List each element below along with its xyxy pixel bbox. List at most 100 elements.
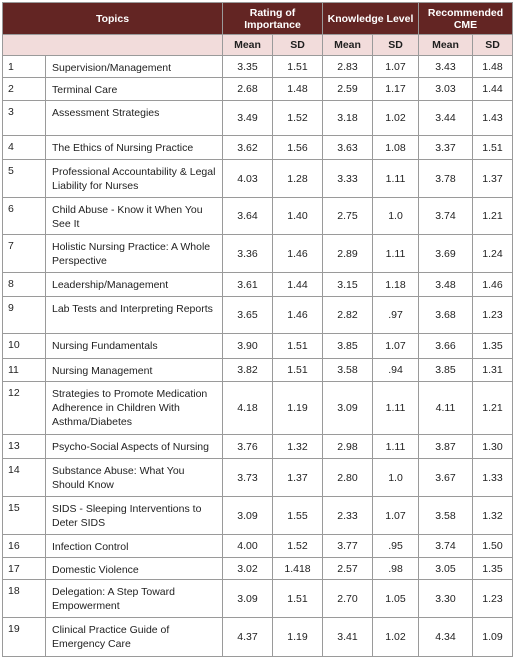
row-number: 16	[2, 534, 46, 558]
value-cell: 1.28	[271, 159, 324, 198]
value-cell: 3.66	[418, 333, 474, 359]
value-cell: 2.59	[322, 77, 374, 101]
value-cell: 3.15	[322, 272, 374, 297]
topic-cell: Leadership/Management	[45, 272, 223, 297]
group-header: Rating of Importance	[221, 2, 324, 35]
value-cell: 3.49	[222, 100, 273, 136]
value-cell: 4.18	[222, 381, 273, 435]
value-cell: 1.418	[271, 557, 324, 580]
topic-cell: Professional Accountability & Legal Liab…	[45, 159, 223, 198]
value-cell: 1.55	[271, 496, 324, 535]
value-cell: 1.0	[372, 458, 420, 497]
sub-header-row: Mean SD Mean SD Mean SD	[2, 34, 514, 56]
value-cell: 3.43	[418, 55, 474, 78]
value-cell: 1.48	[271, 77, 324, 101]
value-cell: 1.21	[472, 197, 514, 235]
table-row: 14 Substance Abuse: What You Should Know 3…	[2, 458, 514, 497]
value-cell: 1.07	[372, 333, 420, 359]
value-cell: 1.09	[472, 617, 514, 657]
row-number: 15	[2, 496, 46, 535]
row-number: 19	[2, 617, 46, 657]
value-cell: 1.30	[472, 434, 514, 459]
value-cell: 1.51	[271, 333, 324, 359]
value-cell: 3.37	[418, 135, 474, 160]
value-cell: 3.62	[222, 135, 273, 160]
row-number: 10	[2, 333, 46, 359]
value-cell: 1.08	[372, 135, 420, 160]
topic-cell: Strategies to Promote Medication Adheren…	[45, 381, 223, 435]
value-cell: 1.37	[472, 159, 514, 198]
topic-cell: Terminal Care	[45, 77, 223, 101]
value-cell: 3.09	[322, 381, 374, 435]
value-cell: 4.03	[222, 159, 273, 198]
value-cell: 1.56	[271, 135, 324, 160]
value-cell: 1.07	[372, 55, 420, 78]
value-cell: 3.44	[418, 100, 474, 136]
table-row: 6 Child Abuse - Know it When You See It 3.…	[2, 197, 514, 235]
table-row: 19 Clinical Practice Guide of Emergency C…	[2, 617, 514, 657]
value-cell: 1.24	[472, 234, 514, 273]
value-cell: 1.19	[271, 617, 324, 657]
value-cell: 1.11	[372, 381, 420, 435]
row-number: 5	[2, 159, 46, 198]
value-cell: 3.69	[418, 234, 474, 273]
table-row: 9 Lab Tests and Interpreting Reports 3.65 1…	[2, 296, 514, 334]
value-cell: 2.75	[322, 197, 374, 235]
table-row: 15 SIDS - Sleeping Interventions to Deter…	[2, 496, 514, 535]
topic-cell: Holistic Nursing Practice: A Whole Persp…	[45, 234, 223, 273]
table-row: 2 Terminal Care 2.68 1.48 2.59 1.17 3.03 1.44	[2, 77, 514, 101]
value-cell: 3.73	[222, 458, 273, 497]
value-cell: 3.36	[222, 234, 273, 273]
value-cell: 3.90	[222, 333, 273, 359]
row-number: 9	[2, 296, 46, 334]
sub-header: Mean	[222, 34, 273, 56]
value-cell: 2.89	[322, 234, 374, 273]
value-cell: 3.33	[322, 159, 374, 198]
row-number: 6	[2, 197, 46, 235]
value-cell: 3.05	[418, 557, 474, 580]
row-number: 11	[2, 358, 46, 382]
value-cell: 4.00	[222, 534, 273, 558]
value-cell: 1.18	[372, 272, 420, 297]
value-cell: 3.67	[418, 458, 474, 497]
value-cell: 3.64	[222, 197, 273, 235]
table-row: 7 Holistic Nursing Practice: A Whole Pers…	[2, 234, 514, 273]
value-cell: 2.83	[322, 55, 374, 78]
value-cell: 2.82	[322, 296, 374, 334]
value-cell: 3.76	[222, 434, 273, 459]
value-cell: 3.63	[322, 135, 374, 160]
value-cell: 1.05	[372, 579, 420, 618]
row-number: 1	[2, 55, 46, 78]
table-row: 12 Strategies to Promote Medication Adher…	[2, 381, 514, 435]
table-row: 4 The Ethics of Nursing Practice 3.62 1.56 3…	[2, 135, 514, 160]
row-number: 13	[2, 434, 46, 459]
topic-cell: Nursing Fundamentals	[45, 333, 223, 359]
topic-cell: Child Abuse - Know it When You See It	[45, 197, 223, 235]
table-row: 8 Leadership/Management 3.61 1.44 3.15 1.18 3.…	[2, 272, 514, 297]
sub-header: Mean	[418, 34, 474, 56]
table-row: 5 Professional Accountability & Legal Lia…	[2, 159, 514, 198]
topic-cell: Infection Control	[45, 534, 223, 558]
table-body: 1 Supervision/Management 3.35 1.51 2.83 1.07 3…	[2, 55, 514, 657]
table-row: 1 Supervision/Management 3.35 1.51 2.83 1.07 3…	[2, 55, 514, 78]
topic-cell: The Ethics of Nursing Practice	[45, 135, 223, 160]
value-cell: 1.51	[271, 358, 324, 382]
value-cell: 2.70	[322, 579, 374, 618]
value-cell: 3.85	[418, 358, 474, 382]
value-cell: 1.46	[271, 234, 324, 273]
value-cell: 3.02	[222, 557, 273, 580]
value-cell: 4.11	[418, 381, 474, 435]
value-cell: 1.19	[271, 381, 324, 435]
row-number: 8	[2, 272, 46, 297]
topic-cell: Substance Abuse: What You Should Know	[45, 458, 223, 497]
value-cell: 1.21	[472, 381, 514, 435]
value-cell: 1.43	[472, 100, 514, 136]
value-cell: 3.09	[222, 579, 273, 618]
value-cell: 1.33	[472, 458, 514, 497]
topic-cell: Clinical Practice Guide of Emergency Car…	[45, 617, 223, 657]
value-cell: 3.65	[222, 296, 273, 334]
value-cell: 1.52	[271, 534, 324, 558]
value-cell: 1.11	[372, 234, 420, 273]
value-cell: 3.87	[418, 434, 474, 459]
topics-header: Topics	[2, 2, 223, 35]
